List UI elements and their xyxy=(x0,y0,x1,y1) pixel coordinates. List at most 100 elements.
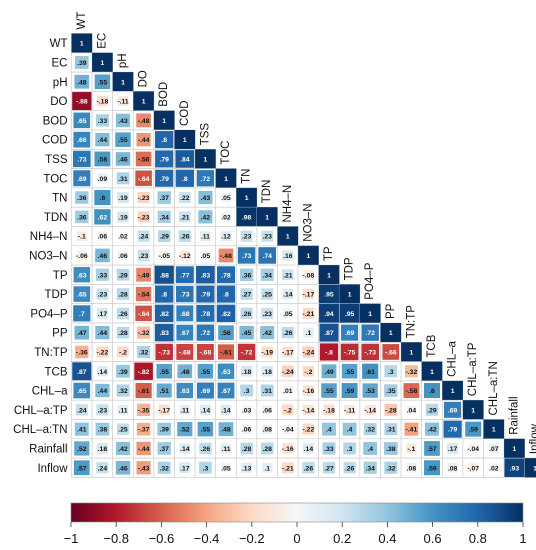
cell-value: .62 xyxy=(98,214,108,221)
cell-no3-n-tdn xyxy=(258,247,277,264)
cell-value: .49 xyxy=(324,369,334,376)
cell-tp-nh4-n xyxy=(281,269,294,281)
cell-value: .14 xyxy=(201,407,211,414)
cell-value: .8 xyxy=(182,176,188,183)
cell-value: .23 xyxy=(262,311,272,318)
cell-tdp-tdn xyxy=(261,288,274,300)
cell-value: -.68 xyxy=(179,349,191,356)
cell-value: .08 xyxy=(448,465,458,472)
cell-value: .48 xyxy=(221,427,231,434)
cell-pp-cod xyxy=(176,324,194,341)
column-label-do: DO xyxy=(138,70,150,87)
cell-po4-p-bod xyxy=(154,304,174,323)
cell-value: .11 xyxy=(180,407,189,414)
cell-value: .18 xyxy=(98,446,108,453)
cell-tdn-tss xyxy=(198,210,213,224)
cell-value: .68 xyxy=(180,311,190,318)
cell-tcb-wt xyxy=(72,362,92,381)
cell-rainfall-cod xyxy=(179,443,191,454)
column-label-po4-p: PO4–P xyxy=(364,262,376,299)
row-label-inflow: Inflow xyxy=(37,463,68,475)
cell-value: .03 xyxy=(242,407,252,414)
cell-value: -.88 xyxy=(76,99,88,106)
cell-inflow-po4-p xyxy=(363,461,377,474)
cell-chl-a-no3-n xyxy=(302,385,314,396)
cell-value: -.16 xyxy=(282,446,294,453)
cell-value: .84 xyxy=(180,156,190,163)
cell-value: .26 xyxy=(345,465,355,472)
cell-value: -.36 xyxy=(76,349,88,356)
cell-value: .52 xyxy=(180,427,190,434)
cell-chl-a-pp xyxy=(384,384,398,397)
cell-value: -.32 xyxy=(406,369,418,376)
cell-value: .93 xyxy=(510,465,520,472)
cell-value: .39 xyxy=(118,369,128,376)
row-label-tn-tp: TN:TP xyxy=(34,347,68,359)
cell-value: .08 xyxy=(262,427,272,434)
cell-value: 1 xyxy=(513,446,517,453)
cell-no3-n-nh4-n xyxy=(282,250,294,261)
cell-tdp-ph xyxy=(116,288,130,300)
cell-rainfall-po4-p xyxy=(363,441,378,455)
row-labels: WT EC pH DO BOD COD TSS TOC TN TDN NH4–N NO3–N TP TDP… xyxy=(13,38,68,475)
colorbar-tick-label: 1 xyxy=(519,531,526,546)
cell-pp-wt xyxy=(74,325,90,340)
cell-no3-n-ec xyxy=(95,248,110,263)
cell-value: .26 xyxy=(283,330,293,337)
cell-nh4-n-cod xyxy=(178,230,191,242)
cell-value: -.64 xyxy=(138,176,150,183)
cell-value: .26 xyxy=(180,234,190,241)
cell-nh4-n-tn xyxy=(240,230,253,242)
cell-value: -.56 xyxy=(138,156,150,163)
cell-chl-a-tp-tp xyxy=(323,404,335,416)
cell-value: .82 xyxy=(159,311,169,318)
cell-cod-cod xyxy=(174,130,196,150)
cell-value: .57 xyxy=(427,446,437,453)
row-label-toc: TOC xyxy=(43,173,67,185)
cell-value: .55 xyxy=(98,79,108,86)
cell-value: .8 xyxy=(223,292,229,299)
cell-value: .56 xyxy=(221,330,231,337)
cell-chl-a-tp-bod xyxy=(158,404,170,416)
cell-value: -.18 xyxy=(97,99,109,106)
cell-value: .12 xyxy=(221,234,231,241)
cell-tn-tp-tss xyxy=(196,343,214,360)
cell-value: -.08 xyxy=(303,272,315,279)
cell-no3-n-ph xyxy=(118,250,128,261)
row-label-tcb: TCB xyxy=(45,366,68,378)
cell-chl-a-tp xyxy=(321,383,337,398)
cell-inflow-tdn xyxy=(261,462,273,473)
cell-pp-tss xyxy=(196,324,215,341)
column-label-rainfall: Rainfall xyxy=(508,396,520,434)
cell-value: .11 xyxy=(201,234,210,241)
cell-value: .33 xyxy=(98,118,108,125)
cell-tdp-nh4-n xyxy=(282,288,294,300)
cell-value: .52 xyxy=(77,446,87,453)
cell-value: .32 xyxy=(386,465,396,472)
cell-tp-wt xyxy=(73,267,91,283)
cell-chl-a-wt xyxy=(73,382,91,399)
cell-value: -.1 xyxy=(78,234,86,241)
cell-rainfall-wt xyxy=(74,441,90,456)
cell-pp-po4-p xyxy=(361,324,379,341)
cell-tcb-do xyxy=(134,362,153,380)
cell-value: .53 xyxy=(365,388,375,395)
column-label-chl-a-tn: CHL–a:TN xyxy=(488,361,500,415)
row-label-tss: TSS xyxy=(45,154,68,166)
column-label-wt: WT xyxy=(76,12,88,30)
cell-chl-a-tn-tdp xyxy=(342,422,357,436)
cell-value: .11 xyxy=(118,407,127,414)
cell-value: .4 xyxy=(367,446,373,453)
cell-value: 1 xyxy=(327,272,331,279)
cell-bod-bod xyxy=(153,110,175,130)
cell-value: -.1 xyxy=(407,446,415,453)
cell-value: -.04 xyxy=(282,427,294,434)
cell-value: .43 xyxy=(118,118,128,125)
cell-value: 1 xyxy=(204,156,208,163)
cell-value: -.11 xyxy=(344,407,356,414)
colorbar-tick-label: −0.4 xyxy=(194,531,220,546)
cell-value: .44 xyxy=(98,330,108,337)
cell-value: -.16 xyxy=(303,388,315,395)
cell-value: .88 xyxy=(159,272,169,279)
cell-rainfall-rainfall xyxy=(504,438,525,459)
